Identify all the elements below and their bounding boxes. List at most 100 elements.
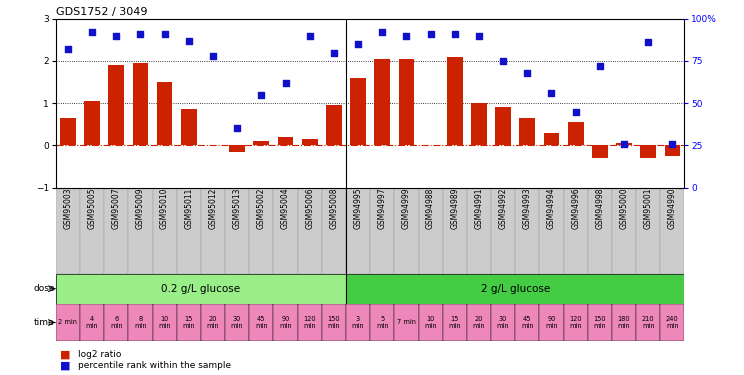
Text: 180
min: 180 min [618, 316, 630, 329]
Text: GSM94999: GSM94999 [402, 187, 411, 229]
Text: 5
min: 5 min [376, 316, 388, 329]
Bar [568, 122, 583, 146]
Text: GSM95002: GSM95002 [257, 188, 266, 229]
FancyBboxPatch shape [249, 188, 274, 274]
FancyBboxPatch shape [661, 188, 684, 274]
Bar [374, 59, 390, 146]
Text: 6
min: 6 min [110, 316, 123, 329]
FancyBboxPatch shape [153, 188, 177, 274]
Point [425, 31, 437, 37]
Bar [616, 143, 632, 146]
Text: GSM95004: GSM95004 [281, 187, 290, 229]
Text: 15
min: 15 min [449, 316, 461, 329]
Bar [181, 110, 196, 146]
FancyBboxPatch shape [201, 304, 225, 341]
Point [86, 29, 98, 35]
Text: 2 g/L glucose: 2 g/L glucose [481, 284, 550, 294]
FancyBboxPatch shape [419, 304, 443, 341]
FancyBboxPatch shape [274, 188, 298, 274]
FancyBboxPatch shape [394, 188, 419, 274]
Bar [278, 137, 293, 146]
Text: 90
min: 90 min [545, 316, 558, 329]
Text: 7 min: 7 min [397, 320, 416, 326]
Point [62, 46, 74, 52]
Text: GSM94989: GSM94989 [450, 188, 459, 229]
Bar [641, 146, 656, 158]
Text: GSM95005: GSM95005 [88, 187, 97, 229]
Text: GSM94997: GSM94997 [378, 187, 387, 229]
Bar [592, 146, 608, 158]
Text: 120
min: 120 min [569, 316, 582, 329]
FancyBboxPatch shape [177, 188, 201, 274]
Text: GSM94993: GSM94993 [523, 187, 532, 229]
Text: 3
min: 3 min [352, 316, 365, 329]
Text: 15
min: 15 min [182, 316, 195, 329]
FancyBboxPatch shape [467, 304, 491, 341]
FancyBboxPatch shape [419, 188, 443, 274]
FancyBboxPatch shape [80, 188, 104, 274]
FancyBboxPatch shape [564, 188, 588, 274]
FancyBboxPatch shape [491, 304, 516, 341]
Point [255, 92, 267, 98]
FancyBboxPatch shape [612, 304, 636, 341]
FancyBboxPatch shape [298, 188, 322, 274]
Text: 0.2 g/L glucose: 0.2 g/L glucose [161, 284, 240, 294]
Text: 8
min: 8 min [134, 316, 147, 329]
Point [183, 38, 195, 44]
Bar [132, 63, 148, 146]
FancyBboxPatch shape [491, 188, 516, 274]
FancyBboxPatch shape [104, 188, 129, 274]
Bar [254, 141, 269, 146]
Text: 150
min: 150 min [327, 316, 340, 329]
Point [304, 33, 315, 39]
Point [522, 70, 533, 76]
Point [618, 141, 630, 147]
Text: GSM95012: GSM95012 [208, 188, 217, 229]
FancyBboxPatch shape [129, 304, 153, 341]
FancyBboxPatch shape [636, 304, 661, 341]
Point [449, 31, 461, 37]
FancyBboxPatch shape [225, 188, 249, 274]
FancyBboxPatch shape [661, 304, 684, 341]
FancyBboxPatch shape [443, 304, 467, 341]
Text: GSM95010: GSM95010 [160, 188, 169, 229]
FancyBboxPatch shape [467, 188, 491, 274]
Point [497, 58, 509, 64]
Point [545, 90, 557, 96]
Text: GSM95006: GSM95006 [305, 187, 314, 229]
FancyBboxPatch shape [129, 188, 153, 274]
Point [135, 31, 147, 37]
Text: GSM95011: GSM95011 [185, 188, 193, 229]
Point [280, 80, 292, 86]
Point [231, 125, 243, 132]
Text: GSM94998: GSM94998 [595, 188, 604, 229]
FancyBboxPatch shape [371, 188, 394, 274]
Text: GSM95000: GSM95000 [620, 187, 629, 229]
Text: GSM94990: GSM94990 [668, 187, 677, 229]
Bar [229, 146, 245, 152]
FancyBboxPatch shape [539, 188, 564, 274]
Point [642, 39, 654, 45]
Text: 90
min: 90 min [279, 316, 292, 329]
FancyBboxPatch shape [443, 188, 467, 274]
Bar [157, 82, 173, 146]
Point [207, 53, 219, 59]
Text: GSM94991: GSM94991 [475, 188, 484, 229]
Bar [544, 133, 559, 146]
FancyBboxPatch shape [539, 304, 564, 341]
Text: 150
min: 150 min [594, 316, 606, 329]
Text: 20
min: 20 min [472, 316, 485, 329]
Point [473, 33, 485, 39]
Bar [302, 139, 318, 146]
FancyBboxPatch shape [516, 188, 539, 274]
Text: time: time [34, 318, 54, 327]
Text: GSM94995: GSM94995 [353, 187, 362, 229]
Text: GSM95007: GSM95007 [112, 187, 121, 229]
Text: GDS1752 / 3049: GDS1752 / 3049 [56, 7, 147, 16]
Bar [471, 103, 487, 146]
FancyBboxPatch shape [346, 304, 371, 341]
FancyBboxPatch shape [177, 304, 201, 341]
Bar [519, 118, 535, 146]
Text: percentile rank within the sample: percentile rank within the sample [78, 361, 231, 370]
Text: 30
min: 30 min [231, 316, 243, 329]
